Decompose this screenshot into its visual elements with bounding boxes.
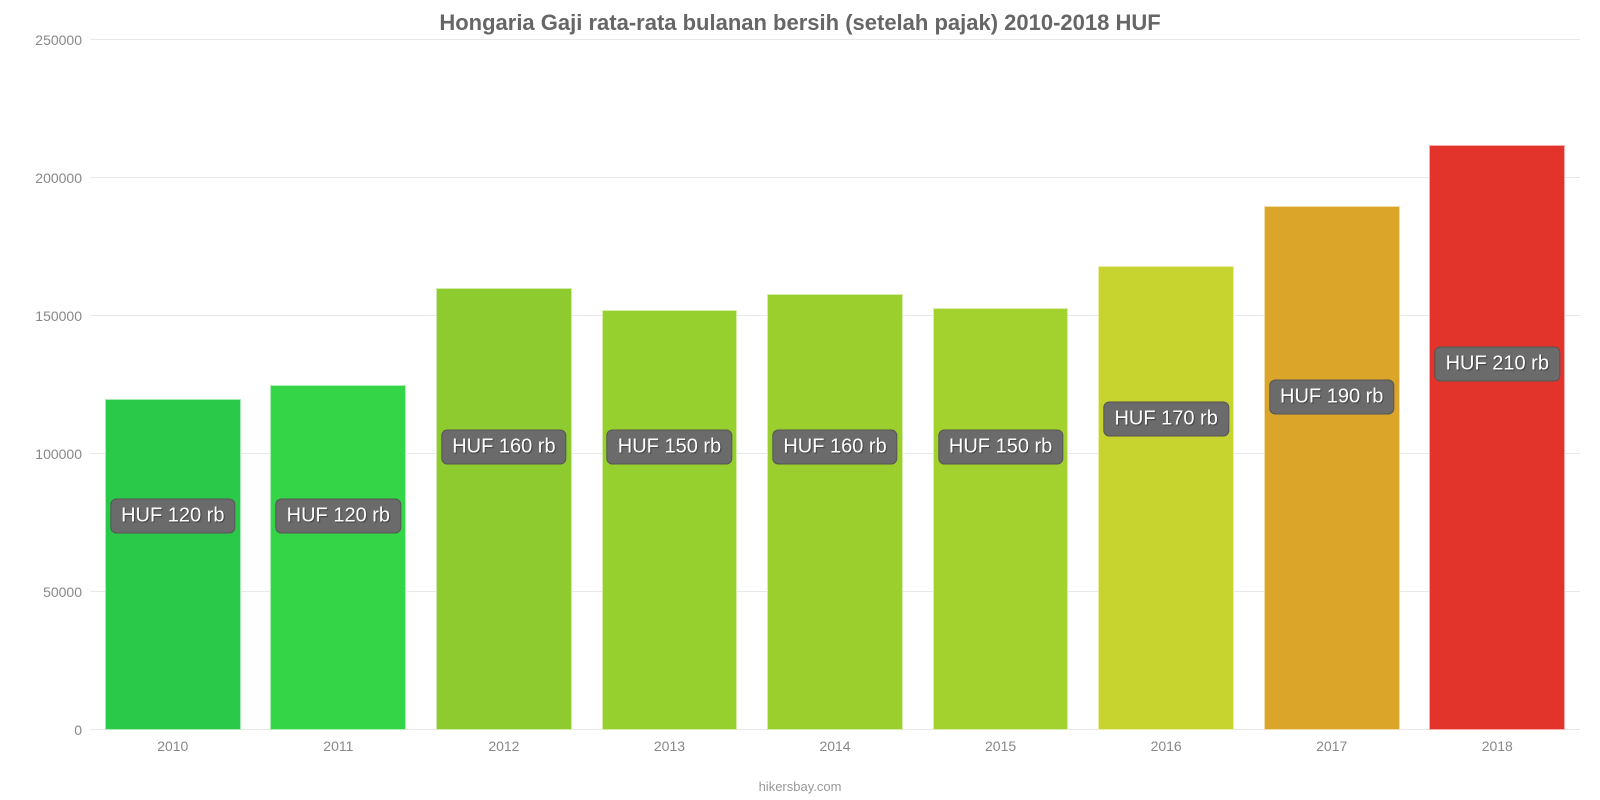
value-badge: HUF 120 rb	[276, 498, 401, 533]
attribution-text: hikersbay.com	[759, 779, 842, 794]
y-axis-label: 50000	[43, 584, 82, 600]
x-axis-label: 2017	[1316, 738, 1347, 754]
x-axis-label: 2016	[1151, 738, 1182, 754]
y-axis-label: 100000	[35, 446, 82, 462]
y-axis-label: 0	[74, 722, 82, 738]
value-badge: HUF 210 rb	[1435, 346, 1560, 381]
x-axis-label: 2014	[819, 738, 850, 754]
bar-slot: 2016HUF 170 rb	[1083, 40, 1249, 730]
bars-group: 2010HUF 120 rb2011HUF 120 rb2012HUF 160 …	[90, 40, 1580, 730]
bar	[436, 288, 572, 730]
x-axis-label: 2012	[488, 738, 519, 754]
chart-container: Hongaria Gaji rata-rata bulanan bersih (…	[0, 0, 1600, 800]
bar	[602, 310, 738, 730]
value-badge: HUF 150 rb	[607, 429, 732, 464]
bar-slot: 2015HUF 150 rb	[918, 40, 1084, 730]
bar	[1429, 145, 1565, 730]
y-axis-label: 200000	[35, 170, 82, 186]
plot-area: 2010HUF 120 rb2011HUF 120 rb2012HUF 160 …	[90, 40, 1580, 730]
x-axis-label: 2013	[654, 738, 685, 754]
value-badge: HUF 160 rb	[772, 429, 897, 464]
bar	[933, 308, 1069, 730]
bar-slot: 2014HUF 160 rb	[752, 40, 918, 730]
bar	[1098, 266, 1234, 730]
bar	[767, 294, 903, 730]
x-axis-label: 2018	[1482, 738, 1513, 754]
bar-slot: 2010HUF 120 rb	[90, 40, 256, 730]
value-badge: HUF 170 rb	[1103, 402, 1228, 437]
value-badge: HUF 190 rb	[1269, 379, 1394, 414]
bar-slot: 2018HUF 210 rb	[1415, 40, 1581, 730]
value-badge: HUF 160 rb	[441, 429, 566, 464]
y-axis-label: 150000	[35, 308, 82, 324]
bar-slot: 2011HUF 120 rb	[256, 40, 422, 730]
bar-slot: 2012HUF 160 rb	[421, 40, 587, 730]
value-badge: HUF 150 rb	[938, 429, 1063, 464]
x-axis-label: 2015	[985, 738, 1016, 754]
x-axis-label: 2011	[323, 738, 353, 754]
bar	[1264, 206, 1400, 730]
value-badge: HUF 120 rb	[110, 498, 235, 533]
bar	[105, 399, 241, 730]
bar-slot: 2013HUF 150 rb	[587, 40, 753, 730]
bar-slot: 2017HUF 190 rb	[1249, 40, 1415, 730]
chart-title: Hongaria Gaji rata-rata bulanan bersih (…	[0, 0, 1600, 36]
x-axis-label: 2010	[157, 738, 188, 754]
y-axis-label: 250000	[35, 32, 82, 48]
bar	[270, 385, 406, 730]
